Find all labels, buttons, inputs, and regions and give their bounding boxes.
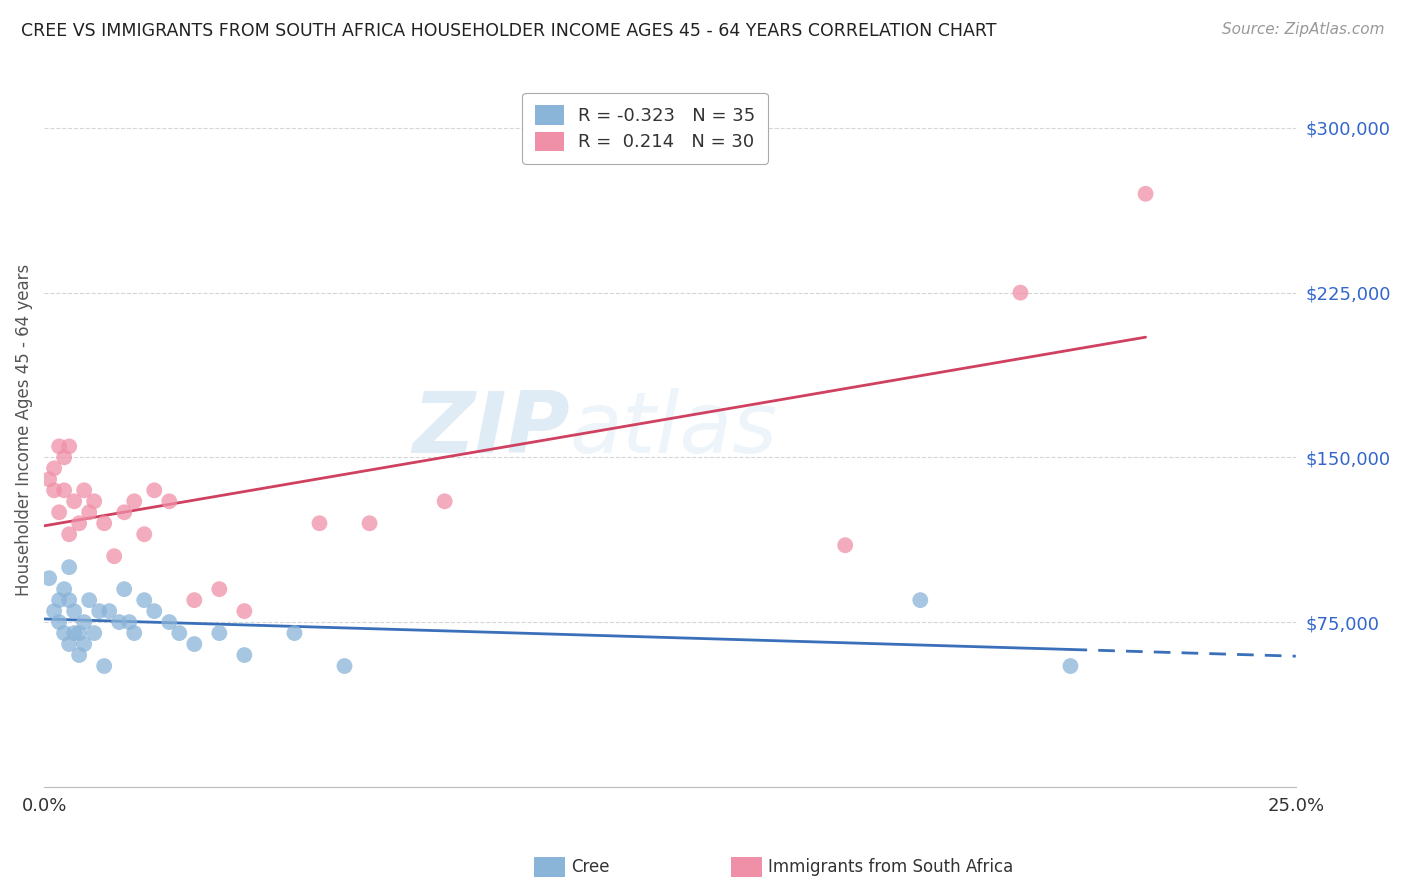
Point [48,593,70,607]
Point [42,483,65,498]
Text: Immigrants from South Africa: Immigrants from South Africa [768,858,1012,876]
Point [77,505,100,519]
Point [48,505,70,519]
Point [143,483,166,498]
Point [157,615,180,629]
Point [77,593,100,607]
Point [1010,285,1032,300]
Point [359,516,381,531]
Point [73,637,96,651]
Point [1059,659,1081,673]
Point [333,659,356,673]
Point [233,648,256,662]
Point [169,626,191,640]
Point [53,626,76,640]
Point [58,593,80,607]
Point [112,582,135,596]
Point [58,439,80,453]
Point [89,604,111,618]
Point [53,483,76,498]
Point [58,560,80,574]
Point [83,494,105,508]
Point [308,516,330,531]
Point [48,439,70,453]
Text: Source: ZipAtlas.com: Source: ZipAtlas.com [1222,22,1385,37]
Point [67,516,90,531]
Point [58,527,80,541]
Point [112,505,135,519]
Point [108,615,131,629]
Point [53,582,76,596]
Point [93,516,115,531]
Point [208,582,231,596]
Text: Cree: Cree [571,858,609,876]
Point [233,604,256,618]
Point [910,593,932,607]
Point [122,626,145,640]
Point [433,494,456,508]
Point [73,615,96,629]
Point [83,626,105,640]
Point [143,604,166,618]
Y-axis label: Householder Income Ages 45 - 64 years: Householder Income Ages 45 - 64 years [15,264,32,596]
Point [1135,186,1157,201]
Point [42,461,65,475]
Point [67,626,90,640]
Point [42,604,65,618]
Legend: R = -0.323   N = 35, R =  0.214   N = 30: R = -0.323 N = 35, R = 0.214 N = 30 [522,93,768,164]
Point [63,604,86,618]
Point [67,648,90,662]
Point [134,527,156,541]
Point [134,593,156,607]
Point [103,549,125,564]
Point [283,626,305,640]
Point [118,615,141,629]
Point [38,571,60,585]
Point [63,626,86,640]
Text: atlas: atlas [569,388,778,471]
Text: ZIP: ZIP [412,388,569,471]
Point [157,494,180,508]
Point [183,637,205,651]
Point [63,494,86,508]
Point [98,604,121,618]
Point [208,626,231,640]
Point [93,659,115,673]
Point [53,450,76,465]
Point [73,483,96,498]
Point [122,494,145,508]
Point [48,615,70,629]
Point [183,593,205,607]
Point [834,538,856,552]
Text: CREE VS IMMIGRANTS FROM SOUTH AFRICA HOUSEHOLDER INCOME AGES 45 - 64 YEARS CORRE: CREE VS IMMIGRANTS FROM SOUTH AFRICA HOU… [21,22,997,40]
Point [38,472,60,486]
Point [58,637,80,651]
